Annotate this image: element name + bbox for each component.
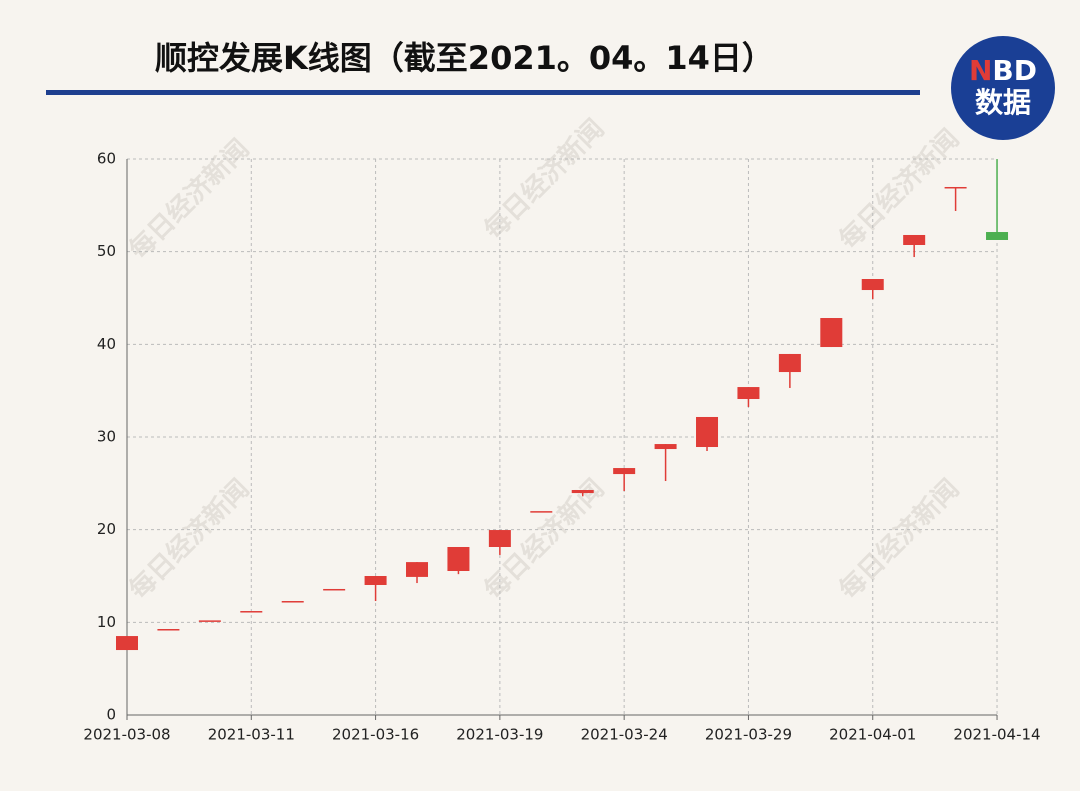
logo-bd: BD — [992, 54, 1037, 87]
candle-body — [488, 530, 511, 547]
y-tick-label: 20 — [97, 520, 116, 538]
candle-body — [654, 444, 677, 450]
candle-body — [571, 490, 594, 494]
chart-title: 顺控发展K线图（截至2021。04。14日） — [155, 39, 774, 77]
candle-body — [613, 468, 636, 475]
logo-n: N — [969, 54, 992, 87]
x-tick-label: 2021-03-19 — [456, 726, 543, 744]
candle-body — [696, 416, 719, 448]
candle-body — [861, 279, 884, 291]
candle-body — [903, 234, 926, 245]
candle-body — [530, 511, 553, 513]
x-tick-label: 2021-03-29 — [705, 726, 792, 744]
candle-body — [281, 601, 304, 603]
logo-text: 数据 — [975, 86, 1031, 119]
y-tick-label: 30 — [97, 428, 116, 446]
x-tick-label: 2021-03-24 — [581, 726, 668, 744]
y-tick-label: 0 — [106, 706, 116, 724]
y-tick-label: 40 — [97, 335, 116, 353]
candle-body — [323, 588, 346, 591]
y-tick-label: 50 — [97, 242, 116, 260]
candle-body — [944, 186, 967, 189]
candle-body — [406, 562, 429, 577]
candle-body — [240, 611, 263, 613]
candle-body — [778, 353, 801, 373]
logo-mark: NBD — [969, 54, 1037, 87]
candle-body — [198, 620, 221, 622]
x-tick-label: 2021-03-08 — [83, 726, 170, 744]
candle-body — [820, 318, 843, 348]
candle-body — [737, 387, 760, 400]
y-tick-label: 60 — [97, 150, 116, 168]
candle-body — [364, 576, 387, 585]
candle-body — [986, 232, 1009, 240]
x-tick-label: 2021-03-16 — [332, 726, 419, 744]
title-rule — [46, 90, 920, 95]
x-tick-label: 2021-04-14 — [953, 726, 1040, 744]
x-tick-label: 2021-04-01 — [829, 726, 916, 744]
y-tick-label: 10 — [97, 613, 116, 631]
candle-body — [157, 629, 180, 631]
candle-body — [447, 546, 470, 571]
x-tick-label: 2021-03-11 — [208, 726, 295, 744]
logo: NBD 数据 — [951, 36, 1055, 140]
logo-circle — [951, 36, 1055, 140]
candle-body — [116, 636, 138, 651]
